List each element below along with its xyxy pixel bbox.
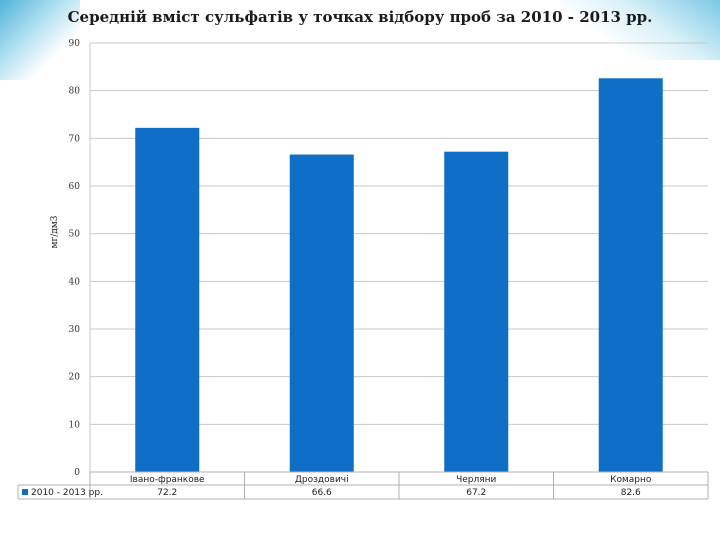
y-tick-label: 20 — [69, 373, 81, 383]
category-label: Комарно — [610, 475, 652, 485]
legend-swatch — [22, 489, 28, 495]
y-tick-label: 50 — [69, 230, 81, 240]
bar — [598, 78, 663, 473]
data-value-label: 72.2 — [157, 488, 177, 498]
y-tick-label: 40 — [69, 277, 81, 287]
y-tick-label: 0 — [74, 468, 80, 478]
bar — [289, 154, 354, 473]
y-tick-label: 10 — [69, 420, 81, 430]
data-value-label: 66.6 — [312, 488, 332, 498]
chart-title: Середній вміст сульфатів у точках відбор… — [67, 8, 653, 26]
decorative-corner-left — [0, 0, 80, 80]
category-label: Черляни — [456, 475, 496, 485]
category-label: Дроздовичі — [295, 475, 349, 485]
y-tick-label: 80 — [69, 87, 81, 97]
y-tick-label: 70 — [69, 134, 81, 144]
bar — [135, 127, 200, 472]
legend-label: 2010 - 2013 рр. — [31, 488, 103, 498]
bar — [444, 151, 509, 472]
decorative-corner-right — [560, 0, 720, 60]
y-tick-label: 90 — [69, 39, 81, 49]
category-label: Івано-франкове — [130, 475, 205, 485]
y-tick-label: 30 — [69, 325, 81, 335]
y-tick-label: 60 — [69, 182, 81, 192]
data-value-label: 67.2 — [466, 488, 486, 498]
data-value-label: 82.6 — [621, 488, 641, 498]
